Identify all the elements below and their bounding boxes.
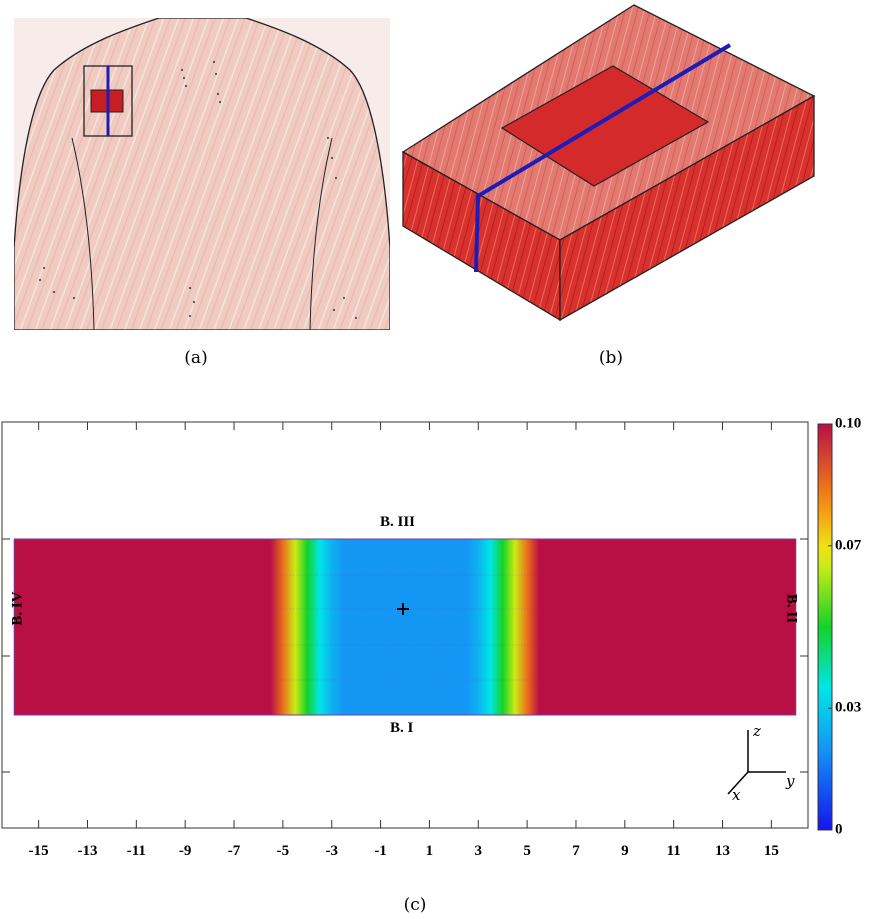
x-tick-label: 3	[474, 843, 483, 859]
x-tick-label: -11	[126, 843, 146, 859]
axes-triad-icon	[727, 730, 786, 795]
panel-b	[398, 0, 828, 325]
x-tick-label: 11	[666, 843, 681, 859]
x-tick-label: -9	[178, 843, 192, 859]
colorbar	[817, 423, 833, 831]
x-tick-label: 7	[572, 843, 580, 859]
x-tick-label: -3	[325, 843, 338, 859]
axis-label-z: z	[753, 722, 761, 740]
x-tick-label: -13	[77, 843, 98, 859]
boundary-label-left: B. IV	[9, 591, 26, 626]
colorbar-tick-label: 0.03	[835, 699, 862, 716]
x-tick-label: -15	[28, 843, 49, 859]
colorbar-tick-label: 0.10	[835, 415, 862, 432]
block-right-face	[559, 94, 815, 322]
colorbar-ticks	[828, 423, 832, 831]
caption-a: (a)	[184, 348, 208, 368]
axis-label-x: x	[732, 786, 741, 804]
plot-c: -15 -13 -11 -9 -7 -5 -3 -1 1 3 5 7 9 11 13 15 0.10 0.07 0…	[0, 410, 872, 880]
torso-silhouette	[13, 17, 391, 331]
x-tick-label: 9	[621, 843, 629, 859]
colorbar-tick-label: 0.07	[835, 537, 862, 554]
boundary-label-bottom: B. I	[390, 720, 414, 736]
torso-illustration	[13, 17, 391, 331]
axis-label-y: y	[786, 772, 795, 790]
tissue-patch-3d	[500, 65, 710, 187]
caption-b: (b)	[598, 348, 624, 368]
boundary-label-right: B. II	[783, 593, 800, 624]
x-tick-label: 5	[523, 843, 531, 859]
x-tick-label: -7	[227, 843, 241, 859]
center-marker	[397, 603, 409, 615]
heatmap-field	[13, 538, 797, 716]
x-tick-label: 15	[763, 843, 779, 859]
marker-line-3d	[474, 43, 732, 273]
x-tick-label: 13	[715, 843, 730, 859]
caption-c: (c)	[403, 895, 427, 915]
y-ticks	[2, 538, 808, 773]
boundary-label-top: B. III	[380, 514, 416, 530]
x-tick-label: -5	[276, 843, 290, 859]
tissue-block-illustration	[398, 0, 828, 325]
panel-a	[13, 17, 391, 331]
x-tick-label: 1	[425, 843, 434, 859]
colorbar-tick-label: 0	[835, 821, 843, 838]
plot-svg	[1, 421, 833, 831]
x-tick-label: -1	[374, 843, 387, 859]
x-ticks	[38, 422, 772, 828]
